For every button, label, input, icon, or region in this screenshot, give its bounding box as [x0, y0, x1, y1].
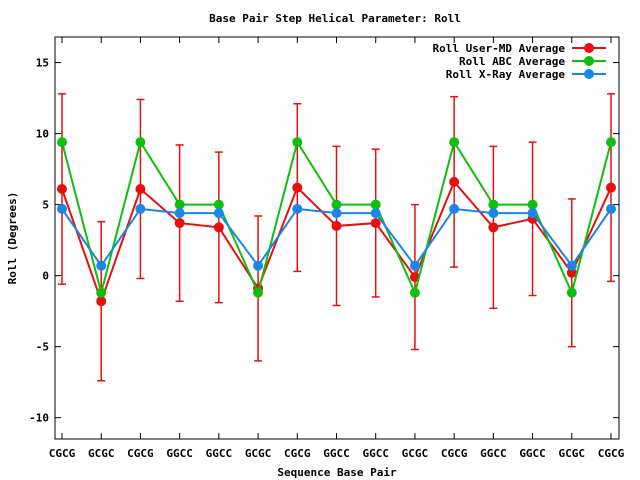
x-tick-label: GGCC [206, 447, 233, 460]
data-point [135, 137, 146, 148]
data-point [527, 199, 538, 210]
data-point [566, 287, 577, 298]
data-point [370, 199, 381, 210]
legend-marker [584, 43, 594, 53]
y-tick-label: 5 [42, 199, 49, 212]
data-point [96, 296, 107, 307]
x-tick-label: GCGC [245, 447, 272, 460]
data-point [488, 199, 499, 210]
data-point [213, 222, 224, 233]
data-point [370, 218, 381, 229]
series-3 [57, 203, 616, 271]
data-point [213, 208, 224, 219]
data-point [449, 203, 460, 214]
data-point [409, 287, 420, 298]
x-tick-label: GGCC [166, 447, 193, 460]
data-point [135, 183, 146, 194]
data-point [488, 222, 499, 233]
data-point [135, 203, 146, 214]
data-point [606, 203, 616, 214]
data-point [213, 199, 224, 210]
x-axis-label: Sequence Base Pair [277, 466, 397, 479]
data-point [331, 220, 342, 231]
data-point [331, 208, 342, 219]
x-tick-label: CGCG [284, 447, 311, 460]
data-point [488, 208, 499, 219]
data-point [96, 287, 107, 298]
data-point [292, 203, 303, 214]
y-tick-label: -10 [29, 412, 49, 425]
y-axis: -10 -5 0 5 10 15 [29, 57, 619, 425]
data-point [527, 208, 538, 219]
x-tick-label: GCGC [88, 447, 115, 460]
data-point [409, 260, 420, 271]
x-tick-label: GCGC [402, 447, 429, 460]
x-tick-label: GGCC [323, 447, 350, 460]
data-point [57, 183, 67, 194]
data-point [174, 218, 185, 229]
data-point [449, 176, 460, 187]
series-layer [57, 93, 616, 382]
x-tick-label: CGCG [127, 447, 154, 460]
data-point [331, 199, 342, 210]
data-point [57, 203, 67, 214]
chart-title: Base Pair Step Helical Parameter: Roll [209, 12, 461, 25]
data-point [292, 137, 303, 148]
x-tick-label: CGCG [598, 447, 625, 460]
y-tick-label: 0 [42, 270, 49, 283]
data-point [449, 137, 460, 148]
data-point [606, 137, 616, 148]
data-point [566, 267, 577, 278]
legend-label: Roll User-MD Average [433, 42, 566, 55]
data-point [96, 260, 107, 271]
data-point [292, 182, 303, 193]
x-tick-label: CGCG [49, 447, 76, 460]
data-point [566, 260, 577, 271]
y-tick-label: -5 [36, 341, 49, 354]
data-point [606, 182, 616, 193]
data-point [253, 287, 264, 298]
data-point [174, 199, 185, 210]
data-point [370, 208, 381, 219]
data-point [174, 208, 185, 219]
y-tick-label: 10 [36, 128, 49, 141]
legend-label: Roll X-Ray Average [446, 68, 566, 81]
legend-marker [584, 56, 594, 66]
x-axis: CGCG GCGC CGCG GGCC GGCC GCGC CGCG GGCC GGCC GCGC… [49, 37, 625, 460]
series-1 [57, 93, 616, 382]
x-tick-label: GGCC [480, 447, 507, 460]
data-point [57, 137, 67, 148]
x-tick-label: GCGC [559, 447, 586, 460]
x-tick-label: CGCG [441, 447, 468, 460]
y-axis-label: Roll (Degrees) [6, 192, 19, 285]
legend-marker [584, 69, 594, 79]
y-tick-label: 15 [36, 57, 49, 70]
data-point [253, 260, 264, 271]
x-tick-label: GGCC [519, 447, 546, 460]
legend-label: Roll ABC Average [459, 55, 565, 68]
x-tick-label: GGCC [362, 447, 389, 460]
series-2 [57, 137, 616, 298]
